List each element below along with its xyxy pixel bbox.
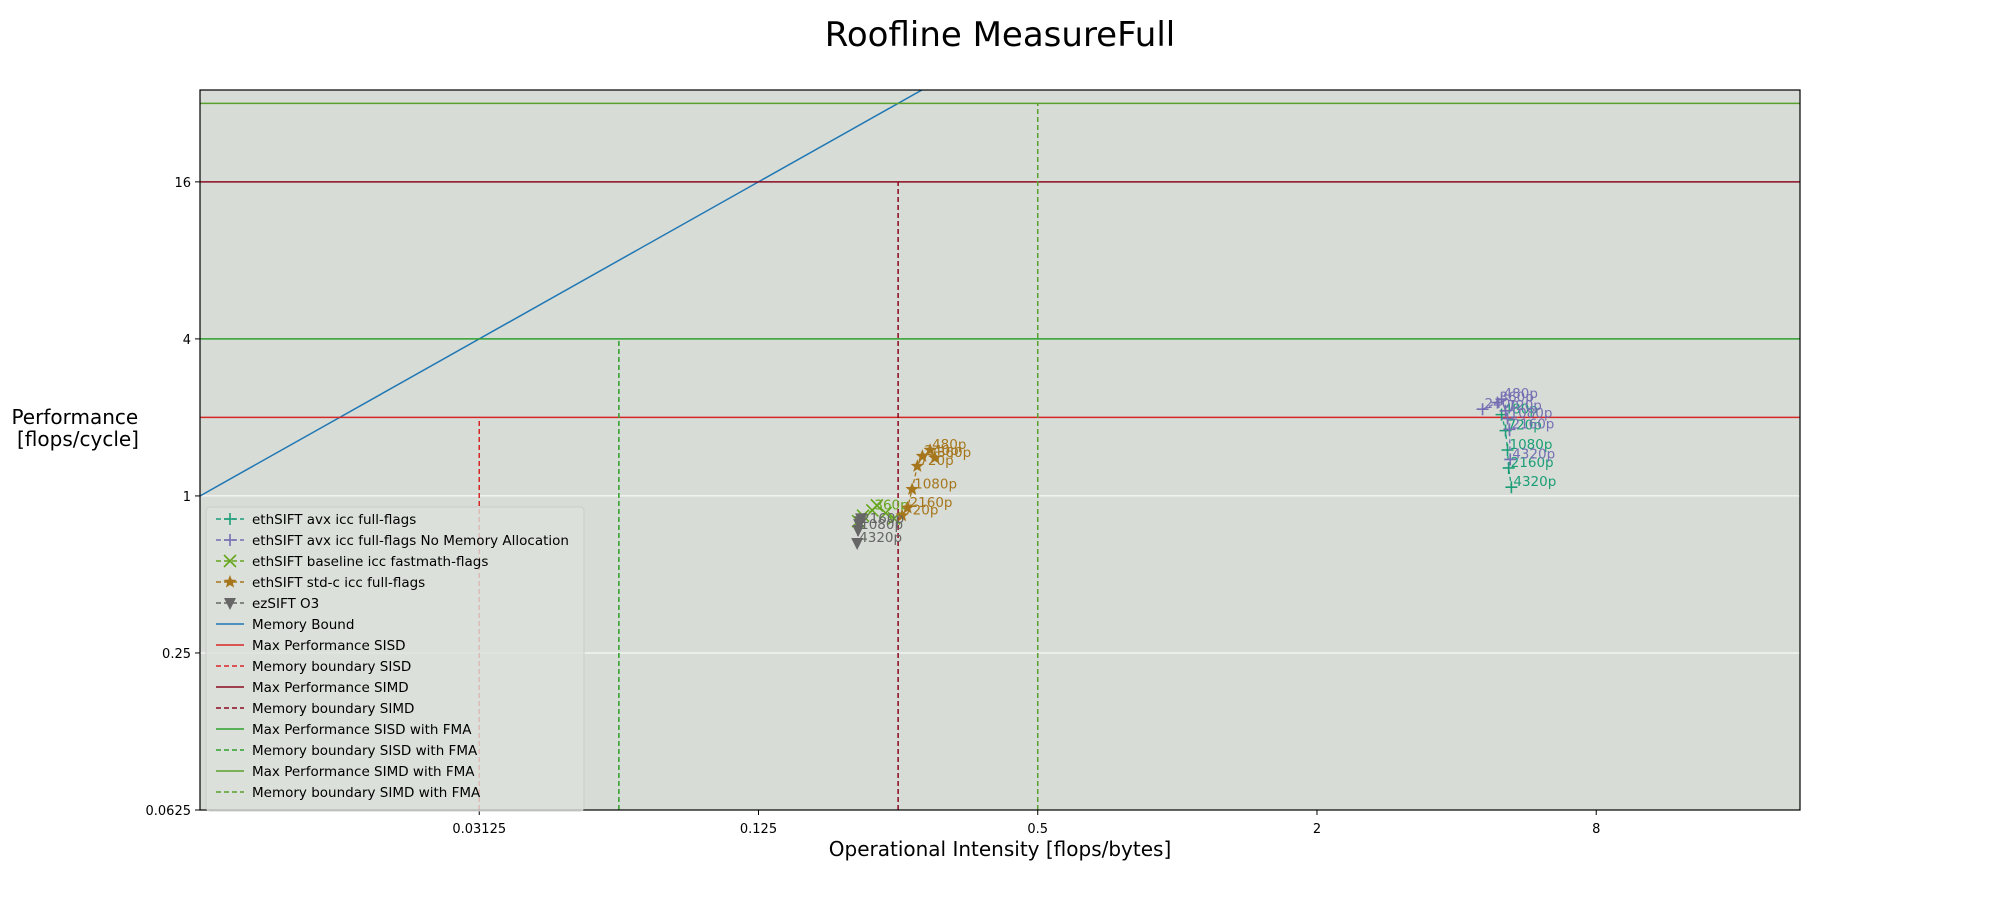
data-point — [905, 482, 919, 495]
legend-label: Memory boundary SIMD with FMA — [252, 785, 481, 801]
roofline-lines — [200, 90, 1800, 810]
legend-marker — [223, 554, 237, 568]
data-series: 480p720p1080p2160p4320p240p360p480p720p1… — [851, 386, 1556, 550]
data-point-label: 720p — [1508, 418, 1542, 434]
y-tick-label: 1 — [183, 490, 191, 505]
x-tick-label: 0.125 — [740, 822, 777, 837]
data-point — [851, 537, 864, 550]
data-point — [1501, 444, 1514, 456]
data-point-label: 240p — [924, 443, 958, 459]
data-point-label: 1080p — [914, 476, 957, 492]
data-point — [1505, 481, 1518, 494]
data-point — [900, 500, 915, 514]
data-point — [852, 525, 865, 538]
data-point — [895, 508, 909, 522]
x-axis: 0.03125 0.125 0.5 2 8 — [452, 810, 1600, 837]
data-point-label: 1080p — [1510, 437, 1553, 453]
data-point-label: 2160p — [1511, 455, 1554, 471]
data-point-label: 360p — [937, 445, 971, 461]
data-point-label: 2160p — [1511, 416, 1554, 432]
legend-label: Memory boundary SIMD — [252, 701, 414, 717]
y-axis-label: Performance [flops/cycle] — [11, 405, 144, 451]
legend-label: ethSIFT avx icc full-flags — [252, 512, 416, 528]
data-point — [1503, 423, 1516, 436]
legend-label: ethSIFT baseline icc fastmath-flags — [252, 554, 488, 570]
data-point-label: 1080p — [860, 517, 903, 533]
series-2: 360p — [851, 497, 909, 528]
data-point — [855, 513, 868, 526]
series-3: 720p2160p1080p720p240p480p360p — [895, 437, 971, 522]
legend-label: ethSIFT avx icc full-flags No Memory All… — [252, 533, 569, 549]
y-tick-label: 0.25 — [162, 647, 191, 662]
legend-label: Max Performance SIMD with FMA — [252, 764, 475, 780]
legend-label: Memory Bound — [252, 617, 354, 633]
legend-marker — [223, 575, 237, 588]
legend-marker — [224, 513, 236, 525]
legend-label: Max Performance SISD — [252, 638, 406, 654]
legend: ethSIFT avx icc full-flags ethSIFT avx ic… — [205, 506, 585, 812]
data-point-label: 1080p — [1510, 406, 1553, 422]
roofline-memory-bound — [200, 90, 924, 497]
data-point-label: 2160p — [861, 511, 904, 527]
data-point — [928, 450, 942, 464]
data-point — [1499, 404, 1512, 417]
y-axis: 0.0625 0.25 1 4 16 — [146, 176, 200, 819]
legend-box — [205, 506, 585, 812]
data-point-label: 4320p — [1512, 446, 1555, 462]
x-tick-label: 2 — [1313, 822, 1321, 837]
data-point-label: 480p — [932, 437, 966, 453]
legend-label: Max Performance SIMD — [252, 680, 409, 696]
y-tick-label: 16 — [174, 176, 191, 191]
data-point-label: 480p — [1504, 402, 1538, 418]
legend-marker — [224, 534, 236, 546]
data-point — [1502, 461, 1515, 474]
data-point-label: 4320p — [1513, 474, 1556, 490]
data-point — [910, 459, 924, 472]
legend-marker — [224, 598, 236, 610]
data-point — [1495, 393, 1508, 406]
x-tick-label: 8 — [1592, 822, 1600, 837]
legend-label: Memory boundary SISD with FMA — [252, 743, 478, 759]
data-point-label: 2160p — [910, 495, 953, 511]
data-point — [923, 443, 937, 456]
y-tick-label: 4 — [183, 333, 191, 348]
legend-label: ethSIFT std-c icc full-flags — [252, 575, 425, 591]
data-point — [915, 449, 930, 462]
data-point — [1504, 453, 1517, 466]
legend-label: ezSIFT O3 — [252, 596, 319, 612]
x-tick-label: 0.03125 — [452, 822, 506, 837]
data-point — [879, 506, 893, 520]
legend-label: Max Performance SISD with FMA — [252, 722, 472, 738]
chart-title: Roofline MeasureFull — [825, 15, 1175, 55]
data-point — [1476, 403, 1489, 416]
data-point-label: 720p — [1508, 398, 1542, 414]
data-point-label: 360p — [1499, 390, 1533, 406]
y-axis-label-line-2: [flops/cycle] — [17, 427, 139, 451]
x-axis-label: Operational Intensity [flops/bytes] — [829, 837, 1172, 861]
x-tick-label: 0.5 — [1027, 822, 1048, 837]
y-tick-label: 0.0625 — [146, 804, 192, 819]
legend-label: Memory boundary SISD — [252, 659, 411, 675]
data-point-label: 4320p — [859, 530, 902, 546]
data-point — [1501, 412, 1514, 425]
data-point-label: 480p — [1504, 386, 1538, 402]
y-axis-label-line-1: Performance — [11, 405, 138, 429]
plot-frame — [199, 89, 1801, 811]
